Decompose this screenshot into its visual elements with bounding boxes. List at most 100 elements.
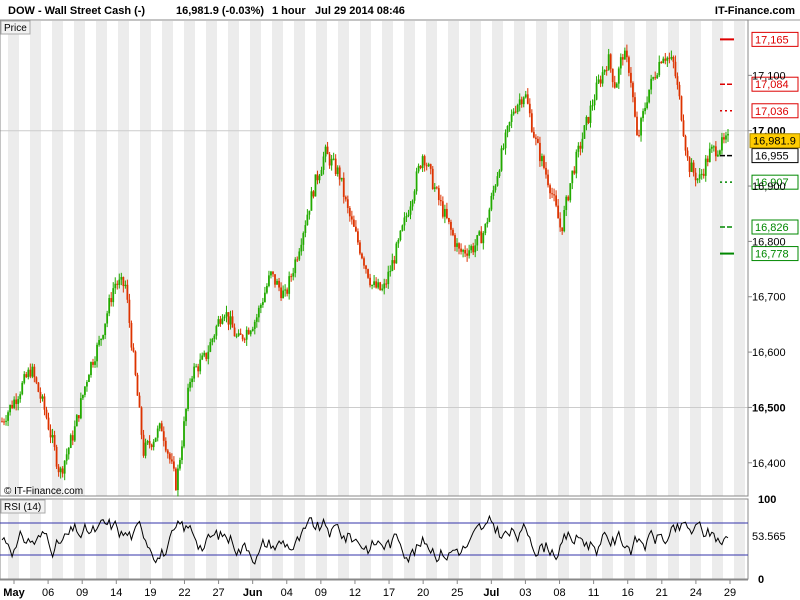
candle-body bbox=[498, 170, 501, 177]
candle-body bbox=[668, 57, 671, 59]
candle-body bbox=[292, 273, 295, 277]
candle-body bbox=[419, 165, 422, 169]
candle-body bbox=[92, 362, 94, 365]
candle-body bbox=[446, 208, 448, 219]
candle-body bbox=[124, 284, 127, 287]
candle-body bbox=[215, 326, 218, 336]
candle-body bbox=[557, 205, 560, 219]
candle-body bbox=[500, 148, 503, 171]
y-tick-label: 16,900 bbox=[752, 181, 786, 193]
level-label: 16,826 bbox=[755, 222, 789, 234]
y-tick-label: 16,600 bbox=[752, 347, 786, 359]
stripe bbox=[8, 21, 19, 496]
candle-body bbox=[684, 136, 687, 151]
candle-body bbox=[166, 450, 169, 454]
candle-body bbox=[304, 225, 307, 234]
stripe bbox=[206, 500, 217, 579]
candle-body bbox=[532, 131, 535, 138]
candle-body bbox=[134, 351, 137, 375]
candle-body bbox=[716, 154, 719, 157]
candle-body bbox=[136, 374, 139, 396]
candle-body bbox=[593, 99, 596, 106]
candle-body bbox=[486, 221, 489, 224]
candle-body bbox=[369, 277, 371, 286]
candle-body bbox=[464, 250, 467, 254]
candle-body bbox=[458, 243, 460, 249]
y-tick-label: 17,100 bbox=[752, 70, 786, 82]
candle-body bbox=[524, 94, 527, 98]
candle-body bbox=[330, 158, 333, 166]
candle-body bbox=[146, 441, 149, 443]
candle-body bbox=[547, 174, 549, 186]
candle-body bbox=[437, 188, 440, 201]
stripe bbox=[448, 500, 459, 579]
candle-body bbox=[725, 135, 727, 140]
candle-body bbox=[636, 116, 638, 136]
candle-body bbox=[37, 382, 40, 392]
candle-body bbox=[654, 77, 657, 79]
candle-body bbox=[367, 269, 369, 278]
stripe bbox=[316, 21, 327, 496]
candle-body bbox=[47, 417, 50, 430]
stripe bbox=[536, 500, 547, 579]
candle-body bbox=[263, 292, 266, 303]
candle-body bbox=[448, 218, 450, 222]
candle-body bbox=[660, 61, 663, 64]
candle-body bbox=[286, 289, 289, 294]
candle-body bbox=[235, 335, 238, 337]
candle-body bbox=[381, 288, 384, 290]
instrument-title: DOW - Wall Street Cash (-) bbox=[8, 5, 145, 17]
stripe bbox=[184, 500, 195, 579]
candle-body bbox=[405, 216, 408, 218]
candle-body bbox=[79, 398, 82, 419]
candle-body bbox=[120, 277, 123, 280]
candle-body bbox=[219, 319, 222, 324]
candle-body bbox=[553, 194, 555, 196]
timeframe-label: 1 hour bbox=[272, 5, 306, 17]
candle-body bbox=[512, 111, 515, 115]
stripe bbox=[734, 21, 745, 496]
x-axis: May 06 09 14 19 22 27 Jun 04 09 12 17 20 25 Jul 03 08 11 1… bbox=[3, 580, 736, 599]
candle-body bbox=[326, 146, 329, 155]
candle-body bbox=[187, 387, 189, 409]
candle-body bbox=[312, 191, 315, 197]
x-tick-label: 21 bbox=[656, 587, 668, 599]
candle-body bbox=[177, 468, 179, 491]
candle-body bbox=[322, 156, 325, 170]
stripe bbox=[602, 500, 613, 579]
candle-body bbox=[282, 290, 284, 299]
candle-body bbox=[245, 329, 248, 340]
level-label: 16,907 bbox=[755, 177, 789, 189]
x-tick-label: 03 bbox=[519, 587, 531, 599]
candle-body bbox=[640, 118, 642, 136]
candle-body bbox=[632, 82, 634, 98]
candle-body bbox=[217, 319, 220, 327]
candle-body bbox=[359, 242, 361, 254]
level-label: 17,036 bbox=[755, 106, 789, 118]
candle-body bbox=[490, 195, 493, 210]
stripe bbox=[162, 21, 173, 496]
stripe bbox=[52, 500, 63, 579]
level-label: 17,084 bbox=[755, 79, 789, 91]
candle-body bbox=[421, 156, 424, 169]
candle-body bbox=[619, 57, 622, 69]
candle-body bbox=[98, 340, 100, 345]
candle-body bbox=[185, 408, 187, 422]
candle-body bbox=[81, 394, 84, 399]
candle-body bbox=[84, 386, 86, 395]
stripe bbox=[118, 500, 129, 579]
candle-body bbox=[561, 227, 564, 232]
candle-body bbox=[294, 259, 297, 274]
candle-body bbox=[389, 271, 392, 273]
candle-body bbox=[638, 135, 640, 137]
candle-body bbox=[11, 404, 14, 409]
stripe bbox=[470, 500, 481, 579]
rsi-tick-label: 0 bbox=[758, 574, 764, 586]
candle-body bbox=[288, 276, 291, 294]
candle-body bbox=[357, 231, 359, 243]
candle-body bbox=[156, 428, 159, 438]
stripe bbox=[30, 21, 41, 496]
x-tick-label: 17 bbox=[383, 587, 395, 599]
level-box bbox=[751, 174, 799, 190]
candle-body bbox=[5, 420, 7, 422]
